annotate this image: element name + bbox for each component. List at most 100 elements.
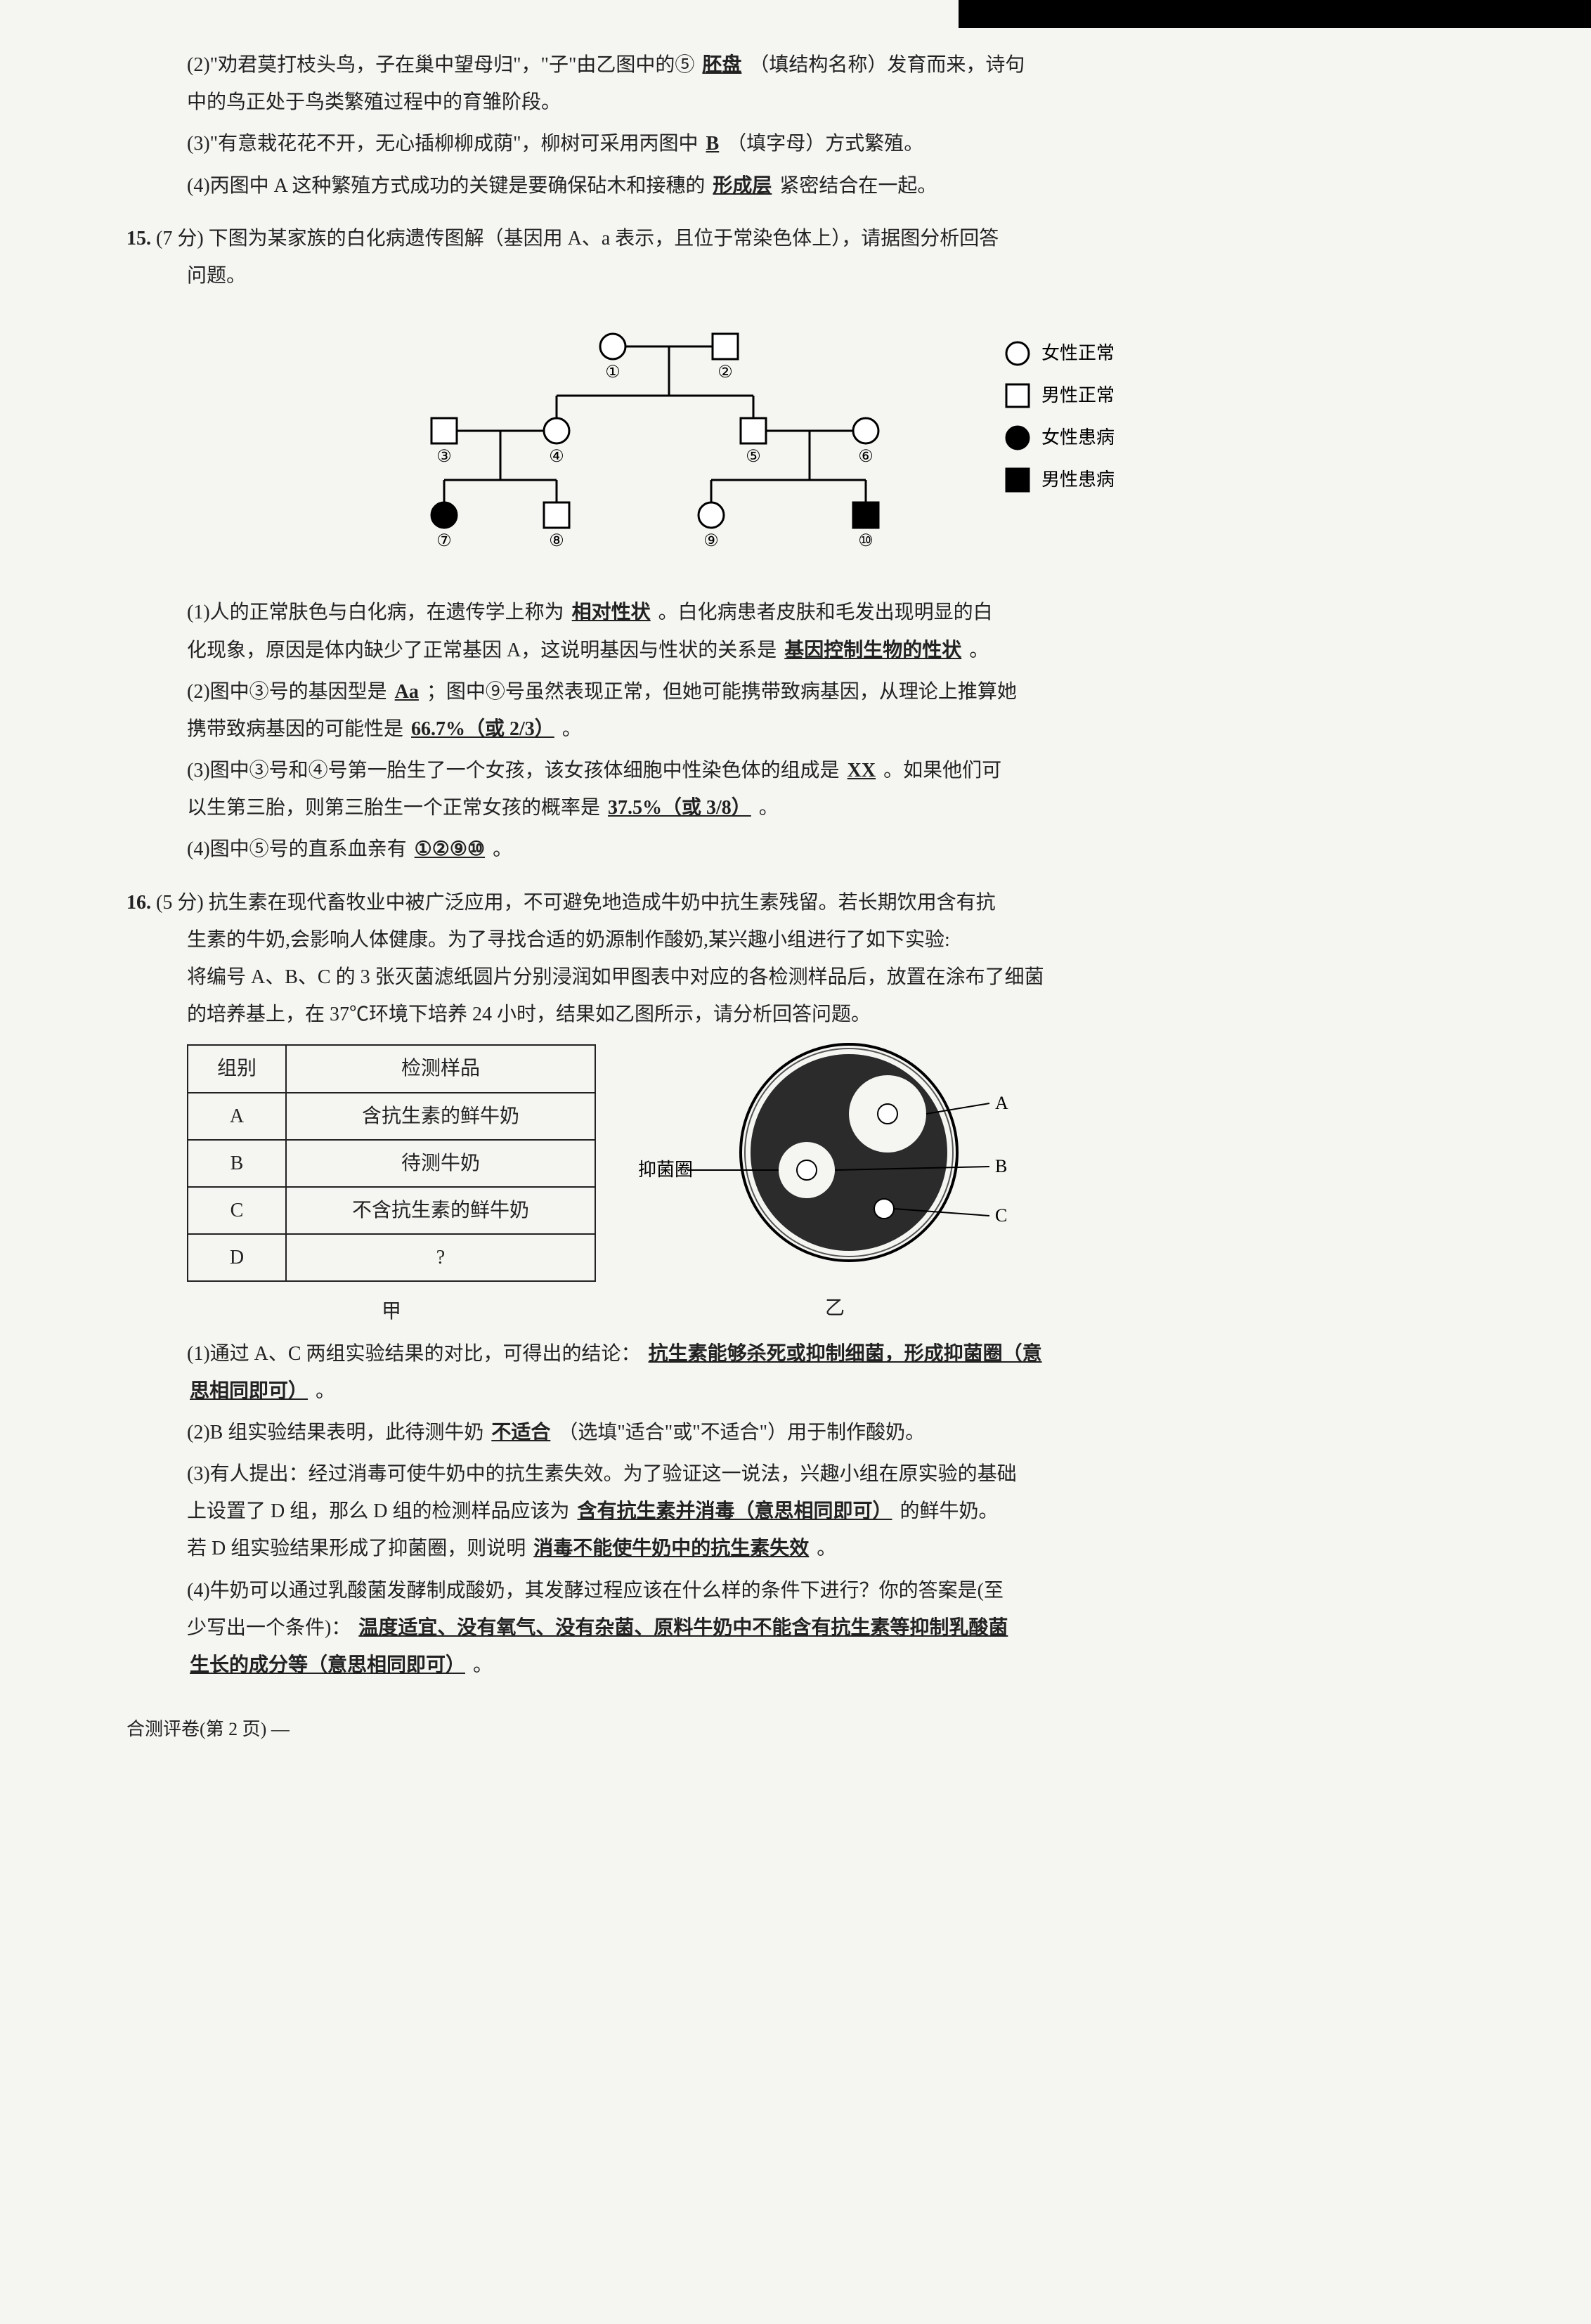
answer: 形成层 (710, 175, 774, 197)
q15: 15. (7 分) 下图为某家族的白化病遗传图解（基因用 A、a 表示，且位于常… (126, 220, 1507, 869)
answer: 含有抗生素并消毒（意思相同即可） (574, 1500, 895, 1522)
text: 携带致病基因的可能性是 (187, 718, 403, 740)
q16-sub3: (3)有人提出：经过消毒可使牛奶中的抗生素失效。为了验证这一说法，兴趣小组在原实… (126, 1455, 1507, 1493)
answer: 相对性状 (569, 602, 654, 623)
q16-table: 组别检测样品A含抗生素的鲜牛奶B待测牛奶C不含抗生素的鲜牛奶D? (187, 1044, 596, 1282)
svg-text:B: B (995, 1156, 1007, 1176)
text: 上设置了 D 组，那么 D 组的检测样品应该为 (187, 1500, 569, 1522)
text: (3)图中③号和④号第一胎生了一个女孩，该女孩体细胞中性染色体的组成是 (187, 760, 840, 781)
svg-text:女性正常: 女性正常 (1041, 343, 1115, 363)
svg-text:抑菌圈: 抑菌圈 (638, 1160, 693, 1180)
svg-text:男性患病: 男性患病 (1041, 469, 1115, 490)
q15-sub4: (4)图中⑤号的直系血亲有 ①②⑨⑩ 。 (126, 831, 1507, 868)
q16-figure-row: 组别检测样品A含抗生素的鲜牛奶B待测牛奶C不含抗生素的鲜牛奶D? 甲 抑菌圈 A B… (126, 1033, 1507, 1330)
svg-text:①: ① (605, 363, 621, 382)
answer: 37.5%（或 3/8） (605, 797, 754, 819)
q14-sub2: (2)"劝君莫打枝头鸟，子在巢中望母归"，"子"由乙图中的⑤ 胚盘 （填结构名称… (126, 46, 1507, 84)
answer: XX (845, 760, 878, 781)
q15-sub2-l2: 携带致病基因的可能性是 66.7%（或 2/3） 。 (126, 710, 1507, 748)
text: 若 D 组实验结果形成了抑菌圈，则说明 (187, 1538, 526, 1559)
svg-text:A: A (995, 1093, 1008, 1113)
dish-caption: 乙 (638, 1290, 1032, 1327)
svg-text:C: C (995, 1205, 1007, 1226)
text: 化现象，原因是体内缺少了正常基因 A，这说明基因与性状的关系是 (187, 640, 777, 661)
q16-points: (5 分) (156, 892, 204, 914)
q16-stem1: 抗生素在现代畜牧业中被广泛应用，不可避免地造成牛奶中抗生素残留。若长期饮用含有抗 (209, 892, 996, 914)
q15-points: (7 分) (156, 228, 204, 249)
q15-sub2: (2)图中③号的基因型是 Aa ；图中⑨号虽然表现正常，但她可能携带致病基因，从… (126, 673, 1507, 710)
text: (4)图中⑤号的直系血亲有 (187, 838, 407, 860)
q16-dish-wrap: 抑菌圈 A B C 乙 (638, 1033, 1032, 1326)
svg-text:④: ④ (549, 448, 564, 466)
answer: Aa (392, 681, 422, 703)
text: (4)牛奶可以通过乳酸菌发酵制成酸奶，其发酵过程应该在什么样的条件下进行？你的答… (187, 1580, 1004, 1602)
q16-sub3-l2: 上设置了 D 组，那么 D 组的检测样品应该为 含有抗生素并消毒（意思相同即可）… (126, 1493, 1507, 1530)
text: 。 (817, 1538, 836, 1559)
q15-sub3-l2: 以生第三胎，则第三胎生一个正常女孩的概率是 37.5%（或 3/8） 。 (126, 789, 1507, 826)
answer: 温度适宜、没有氧气、没有杂菌、原料牛奶中不能含有抗生素等抑制乳酸菌 (356, 1617, 1011, 1639)
answer: 思相同即可） (187, 1380, 311, 1402)
svg-text:⑦: ⑦ (436, 532, 452, 550)
text: (1)人的正常肤色与白化病，在遗传学上称为 (187, 602, 564, 623)
q16-sub4-l3: 生长的成分等（意思相同即可） 。 (126, 1647, 1507, 1684)
text: 。 (562, 718, 582, 740)
q14-sub3: (3)"有意栽花花不开，无心插柳柳成荫"，柳树可采用丙图中 B （填字母）方式繁… (126, 125, 1507, 162)
text: 。 (969, 640, 989, 661)
text: （填字母）方式繁殖。 (727, 133, 923, 155)
text: 。 (759, 797, 779, 819)
text: 。如果他们可 (883, 760, 1001, 781)
q14-sub4: (4)丙图中 A 这种繁殖方式成功的关键是要确保砧木和接穗的 形成层 紧密结合在… (126, 167, 1507, 205)
petri-dish-svg: 抑菌圈 A B C (638, 1033, 1032, 1272)
page-footer: 合测评卷(第 2 页) — (126, 1712, 1507, 1746)
text: (2)"劝君莫打枝头鸟，子在巢中望母归"，"子"由乙图中的⑤ (187, 54, 694, 76)
answer: B (703, 133, 722, 155)
q14-continuation: (2)"劝君莫打枝头鸟，子在巢中望母归"，"子"由乙图中的⑤ 胚盘 （填结构名称… (126, 46, 1507, 205)
q16-stem: 16. (5 分) 抗生素在现代畜牧业中被广泛应用，不可避免地造成牛奶中抗生素残… (126, 884, 1507, 921)
text: 少写出一个条件)： (187, 1617, 351, 1639)
answer: 胚盘 (699, 54, 744, 76)
text: (2)图中③号的基因型是 (187, 681, 387, 703)
q16-sub1: (1)通过 A、C 两组实验结果的对比，可得出的结论： 抗生素能够杀死或抑制细菌… (126, 1335, 1507, 1372)
q16: 16. (5 分) 抗生素在现代畜牧业中被广泛应用，不可避免地造成牛奶中抗生素残… (126, 884, 1507, 1684)
table-caption: 甲 (187, 1293, 596, 1330)
answer: 生长的成分等（意思相同即可） (187, 1654, 468, 1676)
q16-number: 16. (126, 892, 151, 914)
text: (2)B 组实验结果表明，此待测牛奶 (187, 1422, 483, 1443)
svg-text:⑧: ⑧ (549, 532, 564, 550)
text: 。 (473, 1654, 493, 1676)
q16-table-wrap: 组别检测样品A含抗生素的鲜牛奶B待测牛奶C不含抗生素的鲜牛奶D? 甲 (187, 1033, 596, 1330)
text: 。 (493, 838, 512, 860)
pedigree-diagram: ①②③④⑤⑥⑦⑧⑨⑩女性正常男性正常女性患病男性患病 (126, 311, 1507, 577)
top-black-bar (959, 0, 1591, 28)
text: ；图中⑨号虽然表现正常，但她可能携带致病基因，从理论上推算她 (427, 681, 1017, 703)
svg-text:女性患病: 女性患病 (1041, 427, 1115, 448)
q16-sub4: (4)牛奶可以通过乳酸菌发酵制成酸奶，其发酵过程应该在什么样的条件下进行？你的答… (126, 1572, 1507, 1609)
svg-text:⑩: ⑩ (858, 532, 874, 550)
q15-sub1-l2: 化现象，原因是体内缺少了正常基因 A，这说明基因与性状的关系是 基因控制生物的性… (126, 632, 1507, 669)
text: 以生第三胎，则第三胎生一个正常女孩的概率是 (187, 797, 600, 819)
answer: 不适合 (488, 1422, 553, 1443)
q16-proc1: 将编号 A、B、C 的 3 张灭菌滤纸圆片分别浸润如甲图表中对应的各检测样品后，… (126, 959, 1507, 996)
svg-text:男性正常: 男性正常 (1041, 385, 1115, 405)
answer: 基因控制生物的性状 (781, 640, 964, 661)
q15-stem2: 问题。 (126, 257, 1507, 294)
answer: 抗生素能够杀死或抑制细菌，形成抑菌圈（意 (646, 1343, 1045, 1365)
q15-stem: 15. (7 分) 下图为某家族的白化病遗传图解（基因用 A、a 表示，且位于常… (126, 220, 1507, 257)
text: (4)丙图中 A 这种繁殖方式成功的关键是要确保砧木和接穗的 (187, 175, 705, 197)
text: (3)有人提出：经过消毒可使牛奶中的抗生素失效。为了验证这一说法，兴趣小组在原实… (187, 1463, 1017, 1485)
svg-text:③: ③ (436, 448, 452, 466)
svg-text:⑥: ⑥ (858, 448, 874, 466)
text: 紧密结合在一起。 (779, 175, 937, 197)
q15-sub1: (1)人的正常肤色与白化病，在遗传学上称为 相对性状 。白化病患者皮肤和毛发出现… (126, 594, 1507, 631)
q16-sub3-l3: 若 D 组实验结果形成了抑菌圈，则说明 消毒不能使牛奶中的抗生素失效 。 (126, 1530, 1507, 1567)
q16-sub1-l2: 思相同即可） 。 (126, 1372, 1507, 1410)
pedigree-svg: ①②③④⑤⑥⑦⑧⑨⑩女性正常男性正常女性患病男性患病 (360, 311, 1273, 564)
svg-text:②: ② (717, 363, 733, 382)
q16-sub4-l2: 少写出一个条件)： 温度适宜、没有氧气、没有杂菌、原料牛奶中不能含有抗生素等抑制… (126, 1609, 1507, 1647)
q15-number: 15. (126, 228, 151, 249)
q16-stem2: 生素的牛奶,会影响人体健康。为了寻找合适的奶源制作酸奶,某兴趣小组进行了如下实验… (126, 921, 1507, 959)
text: (3)"有意栽花花不开，无心插柳柳成荫"，柳树可采用丙图中 (187, 133, 699, 155)
svg-text:⑤: ⑤ (746, 448, 761, 466)
q16-proc2: 的培养基上，在 37℃环境下培养 24 小时，结果如乙图所示，请分析回答问题。 (126, 996, 1507, 1033)
text: （填结构名称）发育而来，诗句 (749, 54, 1025, 76)
